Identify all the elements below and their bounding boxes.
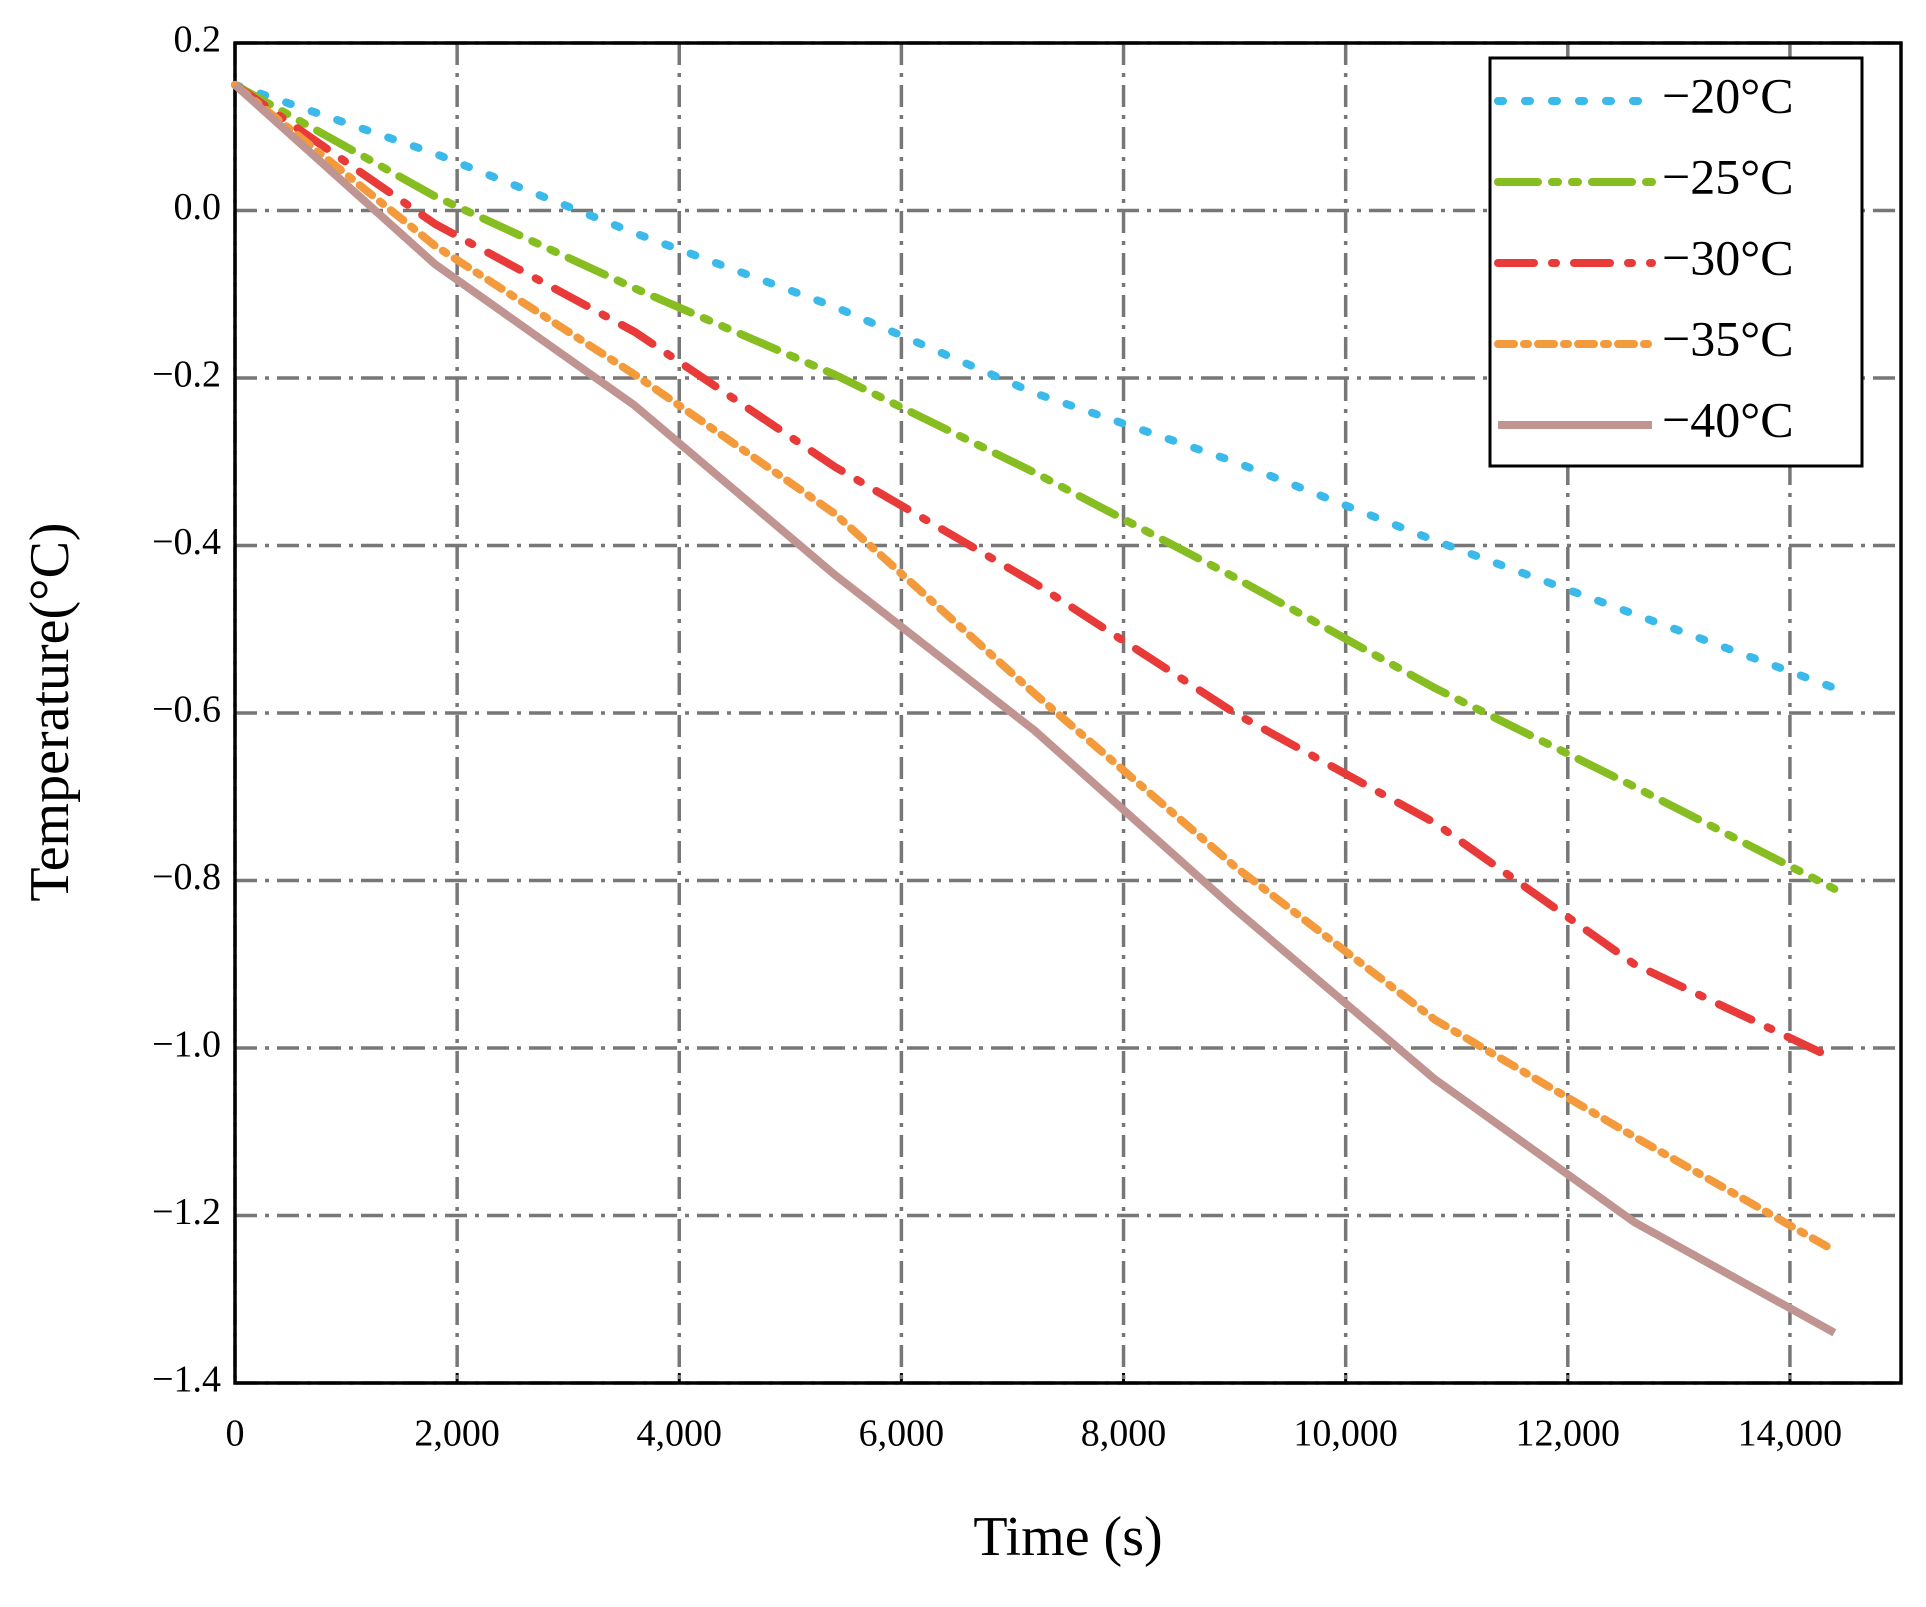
legend-label: −25°C [1662,148,1794,204]
x-tick-label: 12,000 [1516,1413,1621,1455]
x-tick-label: 10,000 [1293,1413,1398,1455]
x-tick-label: 14,000 [1738,1413,1843,1455]
data-line [231,80,1839,1255]
y-tick-label: −0.2 [152,354,221,396]
y-tick-label: 0.2 [174,19,222,61]
legend-label: −20°C [1662,67,1794,123]
y-tick-label: −0.4 [152,521,221,563]
x-tick-label: 0 [226,1413,245,1455]
y-axis-title: Temperature(°C) [19,522,81,901]
x-tick-label: 4,000 [637,1413,723,1455]
legend-label: −30°C [1662,229,1794,285]
legend-label: −40°C [1662,391,1794,447]
data-line [231,80,1839,1063]
y-tick-label: 0.0 [174,186,222,228]
y-tick-label: −0.6 [152,689,221,731]
x-tick-label: 2,000 [414,1413,500,1455]
y-tick-label: −0.8 [152,856,221,898]
y-tick-label: −1.4 [152,1359,221,1401]
data-line [232,81,1837,1337]
x-axis-title: Time (s) [973,1506,1162,1568]
legend: −20°C −25°C −30°C −35°C −40°C [1488,56,1864,468]
legend-label: −35°C [1662,310,1794,366]
data-line [231,80,1839,893]
y-tick-label: −1.2 [152,1191,221,1233]
plot-frame [233,41,1903,1385]
x-tick-label: 8,000 [1081,1413,1167,1455]
y-tick-label: −1.0 [152,1024,221,1066]
x-tick-label: 6,000 [859,1413,945,1455]
